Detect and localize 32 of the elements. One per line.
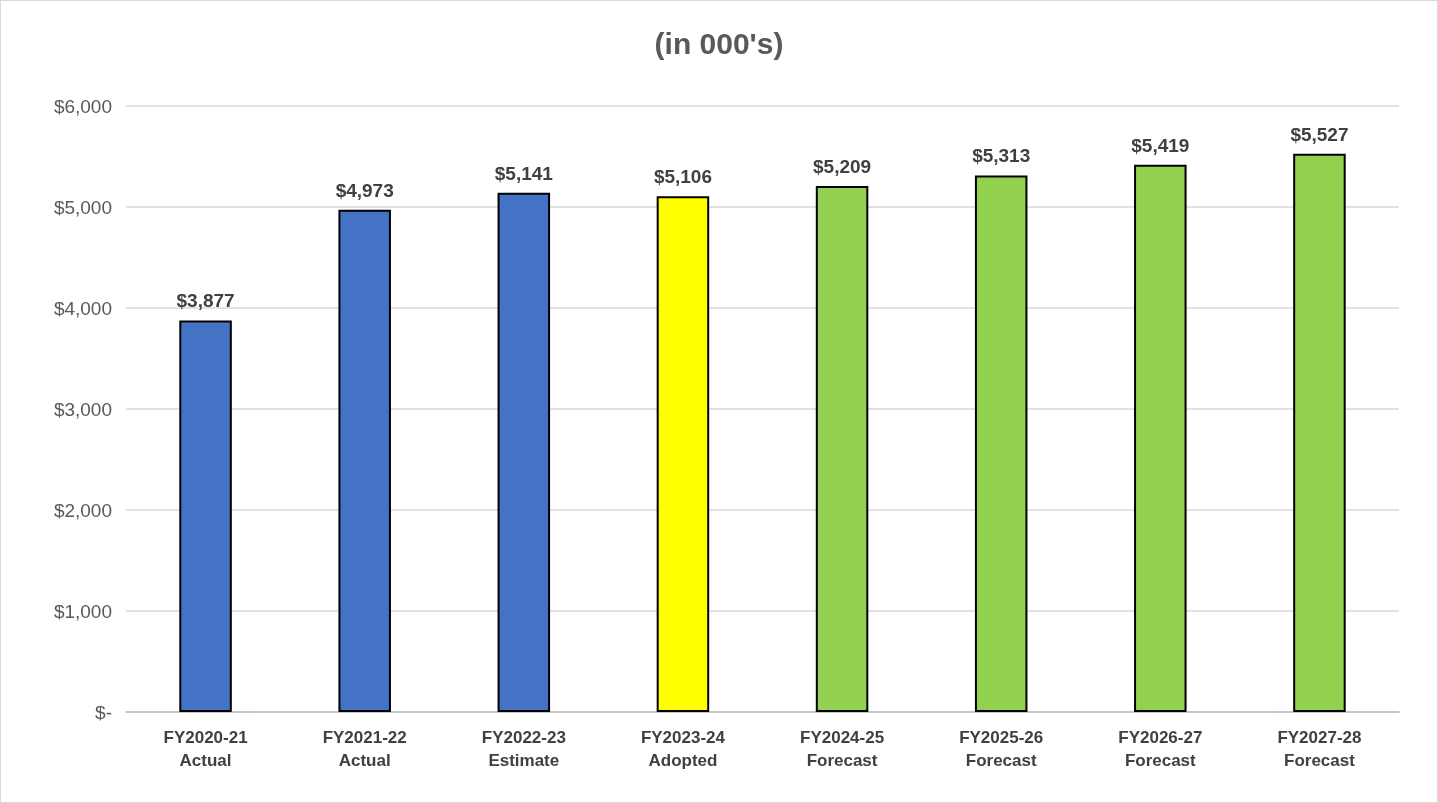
data-label: $5,527 <box>1290 123 1349 145</box>
bar <box>1293 153 1346 712</box>
data-label: $5,106 <box>653 166 712 188</box>
y-tick-label: $6,000 <box>53 95 112 117</box>
bar <box>179 320 232 712</box>
bar <box>338 209 391 712</box>
x-tick-label: FY2020-21 Actual <box>163 728 248 770</box>
data-label: $4,973 <box>335 179 394 201</box>
bar <box>656 196 710 712</box>
bar <box>1134 164 1187 712</box>
bar <box>974 175 1028 712</box>
y-tick-label: $2,000 <box>53 499 112 521</box>
x-tick-label: FY2022-23 Estimate <box>481 728 566 770</box>
x-tick-label: FY2026-27 Forecast <box>1118 728 1203 770</box>
x-tick-label: FY2021-22 Actual <box>322 728 407 770</box>
x-tick-label: FY2023-24 Adopted <box>640 728 726 770</box>
y-tick-label: $1,000 <box>53 600 112 622</box>
chart-title: (in 000's) <box>654 26 784 60</box>
y-tick-label: $4,000 <box>53 297 112 319</box>
data-label: $5,419 <box>1131 134 1190 156</box>
data-label: $3,877 <box>176 290 235 312</box>
data-label: $5,313 <box>972 145 1031 167</box>
bar <box>497 192 551 712</box>
data-label: $5,141 <box>494 162 554 184</box>
y-tick-label: $3,000 <box>53 398 112 420</box>
data-label: $5,209 <box>813 155 872 177</box>
x-tick-label: FY2025-26 Forecast <box>959 728 1044 770</box>
x-tick-label: FY2027-28 Forecast <box>1277 728 1362 770</box>
y-tick-label: $5,000 <box>53 196 112 218</box>
x-tick-label: FY2024-25 Forecast <box>800 728 885 770</box>
bar <box>815 185 869 712</box>
y-tick-label: $- <box>95 701 112 723</box>
